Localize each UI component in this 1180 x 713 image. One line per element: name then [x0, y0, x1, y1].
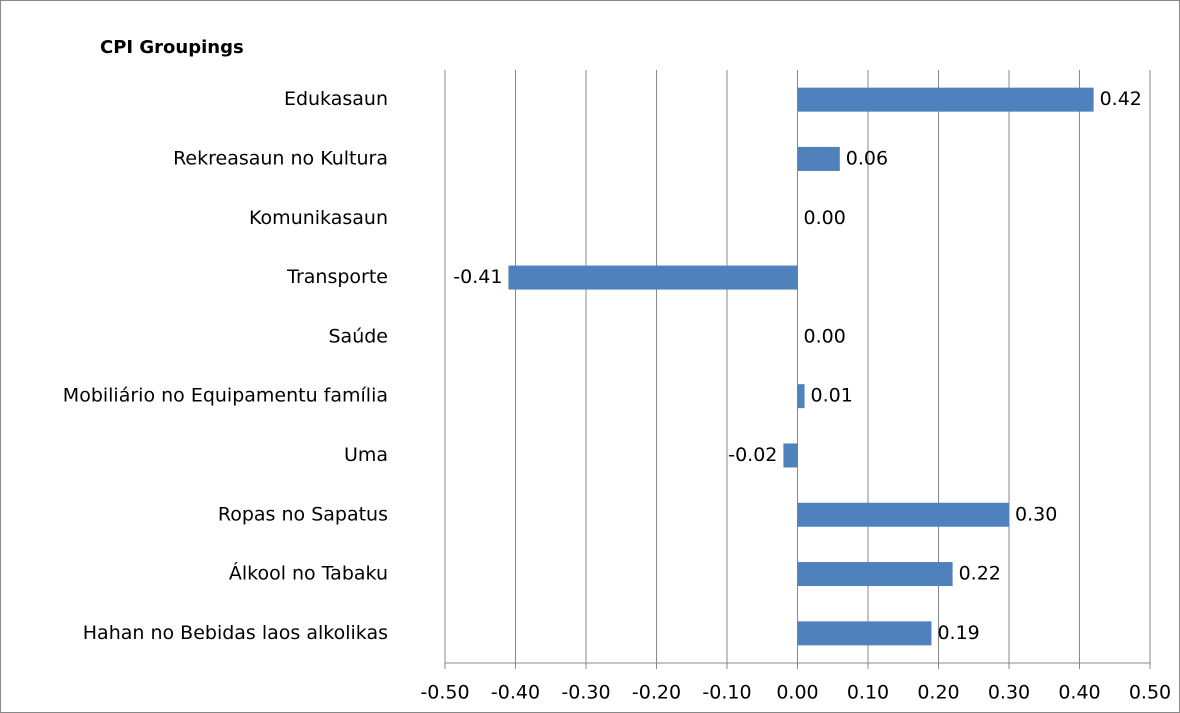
x-tick-label: 0.40 [1058, 682, 1100, 704]
bar [783, 443, 798, 468]
bar [797, 146, 840, 171]
bar [797, 621, 932, 646]
y-tick-label: Álkool no Tabaku [229, 562, 388, 585]
bar [797, 502, 1009, 527]
x-tick-label: 0.30 [988, 682, 1030, 704]
x-tick-label: -0.20 [632, 682, 681, 704]
value-label: 0.30 [1015, 503, 1057, 525]
y-tick-label: Hahan no Bebidas laos alkolikas [83, 622, 388, 644]
x-tick-label: -0.50 [420, 682, 469, 704]
y-tick-label: Transporte [286, 266, 388, 288]
y-tick-label: Uma [344, 444, 388, 466]
value-label: 0.01 [811, 385, 853, 407]
value-label: -0.02 [728, 444, 777, 466]
value-label: 0.00 [804, 325, 846, 347]
bar [797, 87, 1094, 112]
bar [797, 384, 805, 409]
x-tick-label: -0.30 [561, 682, 610, 704]
x-tick-label: 0.10 [847, 682, 889, 704]
value-label: 0.00 [804, 207, 846, 229]
value-label: -0.41 [453, 266, 502, 288]
x-tick-label: -0.40 [491, 682, 540, 704]
y-tick-label: Rekreasaun no Kultura [173, 147, 388, 169]
value-label: 0.06 [846, 147, 888, 169]
y-tick-label: Saúde [329, 325, 389, 347]
bar [797, 562, 953, 587]
value-label: 0.19 [937, 622, 979, 644]
chart-title: CPI Groupings [100, 37, 244, 58]
x-tick-label: 0.20 [917, 682, 959, 704]
y-tick-label: Komunikasaun [249, 207, 388, 229]
y-tick-label: Mobiliário no Equipamentu família [63, 385, 388, 407]
bar [508, 265, 798, 290]
x-tick-label: 0.50 [1129, 682, 1171, 704]
x-tick-label: -0.10 [702, 682, 751, 704]
value-label: 0.42 [1100, 88, 1142, 110]
x-tick-label: 0.00 [776, 682, 818, 704]
y-tick-label: Ropas no Sapatus [218, 503, 388, 525]
y-tick-label: Edukasaun [284, 88, 388, 110]
value-label: 0.22 [959, 563, 1001, 585]
